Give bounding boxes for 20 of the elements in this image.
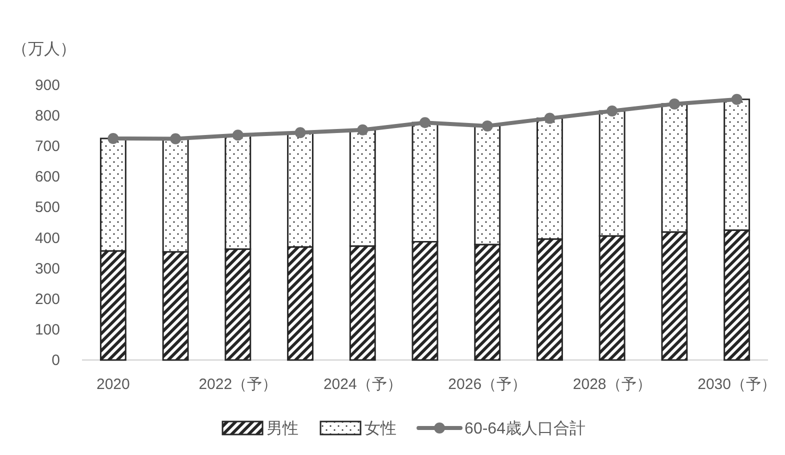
x-tick-label: 2028（予）	[572, 376, 652, 393]
y-tick-label: 900	[34, 77, 60, 94]
y-tick-label: 200	[34, 290, 60, 308]
x-tick-label: 2026（予）	[448, 376, 527, 393]
x-tick-label: 2030（予）	[698, 376, 776, 393]
y-axis-title: （万人）	[12, 41, 76, 58]
legend-label: 60-64歳人口合計	[464, 420, 586, 438]
legend-label: 男性	[266, 420, 299, 438]
y-tick-label: 800	[34, 108, 60, 125]
x-tick-label: 2022（予）	[198, 376, 278, 393]
y-tick-label: 100	[34, 321, 60, 338]
y-tick-label: 600	[34, 168, 60, 186]
legend-label: 女性	[364, 420, 397, 438]
y-tick-label: 500	[34, 199, 60, 216]
x-tick-label: 2024（予）	[323, 376, 402, 393]
y-tick-label: 0	[52, 352, 60, 369]
y-tick-label: 300	[34, 260, 60, 278]
x-tick-label: 2020	[96, 376, 130, 393]
y-tick-label: 700	[34, 138, 60, 156]
y-tick-label: 400	[34, 230, 60, 247]
